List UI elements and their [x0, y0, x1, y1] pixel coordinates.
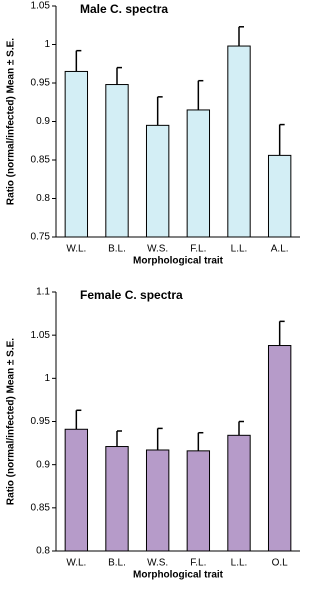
x-tick-label: W.S. — [147, 558, 168, 569]
x-tick-label: W.L. — [66, 558, 86, 569]
x-tick-label: B.L. — [108, 558, 126, 569]
bar — [267, 154, 292, 238]
y-tick-label: 0.9 — [36, 459, 50, 470]
y-axis-label: Ratio (normal/infected) Mean ± S.E. — [6, 338, 17, 505]
y-tick-label: 1 — [44, 39, 50, 50]
x-tick-label: L.L. — [231, 244, 248, 255]
y-tick-label: 1.05 — [31, 1, 51, 12]
bar — [145, 449, 170, 552]
y-tick-label: 1.05 — [31, 330, 51, 341]
y-tick-label: 0.85 — [31, 502, 51, 513]
x-tick-label: A.L. — [271, 244, 289, 255]
bar — [227, 45, 251, 238]
bar — [186, 109, 211, 238]
bar — [227, 434, 251, 552]
figure: 0.75 0.8 0.85 0.9 0.95 1 1.05 W.L. B.L. W.S. F.L. L… — [6, 1, 300, 581]
x-tick-label: O.L — [272, 558, 289, 569]
y-axis-label: Ratio (normal/infected) Mean ± S.E. — [6, 38, 17, 205]
y-tick-label: 0.95 — [31, 78, 51, 89]
x-tick-label: F.L. — [190, 244, 206, 255]
x-axis-label: Morphological trait — [133, 570, 224, 581]
y-tick-label: 0.9 — [36, 116, 50, 127]
y-tick-label: 0.8 — [36, 193, 50, 204]
bar — [105, 446, 129, 552]
x-axis-label: Morphological trait — [133, 256, 224, 267]
y-tick-label: 0.75 — [31, 232, 51, 243]
bar — [64, 428, 89, 552]
bar — [186, 450, 211, 552]
y-tick-label: 0.85 — [31, 155, 51, 166]
x-tick-label: F.L. — [190, 558, 206, 569]
bar — [267, 345, 292, 552]
y-tick-label: 1.1 — [36, 287, 50, 298]
y-tick-label: 0.95 — [31, 416, 51, 427]
chart-title: Male C. spectra — [80, 2, 168, 16]
x-tick-label: W.L. — [66, 244, 86, 255]
bar — [105, 84, 129, 238]
x-tick-label: B.L. — [108, 244, 126, 255]
bar — [145, 124, 170, 238]
y-tick-label: 1 — [44, 373, 50, 384]
y-tick-label: 0.8 — [36, 546, 50, 557]
x-tick-label: W.S. — [147, 244, 168, 255]
chart-title: Female C. spectra — [80, 288, 183, 302]
bar — [64, 70, 89, 238]
x-tick-label: L.L. — [231, 558, 248, 569]
